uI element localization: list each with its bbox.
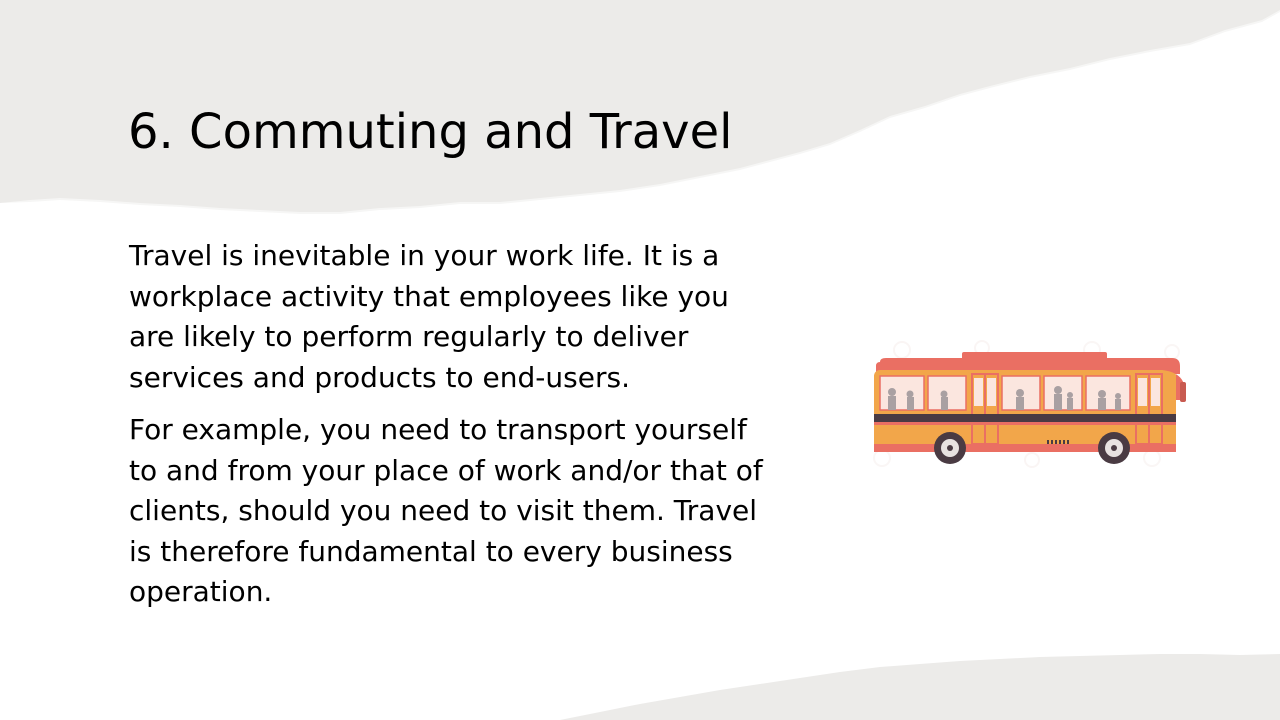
text-line: For example, you need to transport yours… <box>129 413 747 446</box>
bus-icon <box>873 340 1186 468</box>
text-line: is therefore fundamental to every busine… <box>129 534 733 568</box>
top-torn-paper-band <box>0 0 1280 214</box>
text-line: Travel is inevitable in your work life. … <box>129 239 720 272</box>
bottom-torn-paper-band <box>560 654 1280 720</box>
text-line: services and products to end-users. <box>129 360 630 394</box>
text-line: are likely to perform regularly to deliv… <box>129 320 689 353</box>
slide-title: 6. Commuting and Travel <box>128 104 733 160</box>
text-line: workplace activity that employees like y… <box>129 279 729 313</box>
paragraph-travel-inevitable: Travel is inevitable in your work life. … <box>129 236 829 398</box>
slide-body: Travel is inevitable in your work life. … <box>129 236 829 625</box>
text-line: to and from your place of work and/or th… <box>129 453 763 487</box>
text-line: operation. <box>129 575 273 608</box>
paragraph-for-example: For example, you need to transport yours… <box>129 410 829 613</box>
text-line: clients, should you need to visit them. … <box>129 494 758 527</box>
